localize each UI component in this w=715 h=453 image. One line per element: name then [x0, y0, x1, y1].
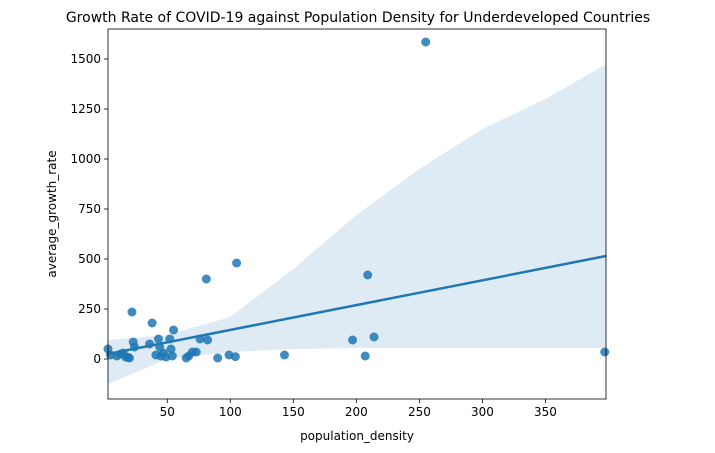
scatter-point — [230, 352, 240, 362]
scatter-point — [232, 258, 242, 268]
scatter-point — [201, 274, 211, 284]
scatter-point — [203, 335, 213, 345]
y-axis-ticks: 0 250 500 750 1000 1250 1500 — [70, 52, 108, 366]
y-tick-label: 1000 — [70, 152, 101, 166]
scatter-point — [363, 270, 373, 280]
scatter-point — [167, 351, 177, 361]
y-tick-label: 500 — [78, 252, 101, 266]
scatter-point — [153, 334, 163, 344]
chart-title: Growth Rate of COVID-19 against Populati… — [66, 10, 650, 26]
scatter-point — [348, 335, 358, 345]
x-tick-label: 350 — [534, 405, 557, 419]
scatter-point — [124, 353, 134, 363]
y-tick-label: 750 — [78, 202, 101, 216]
scatter-point — [166, 344, 176, 354]
scatter-point — [421, 37, 431, 47]
x-tick-label: 300 — [471, 405, 494, 419]
regression-line-layer — [107, 254, 607, 356]
scatter-point — [280, 350, 290, 360]
x-tick-label: 150 — [282, 405, 305, 419]
x-axis-label: population_density — [300, 429, 414, 443]
y-tick-label: 0 — [93, 352, 101, 366]
scatter-point — [145, 339, 155, 349]
confidence-band-layer — [108, 64, 606, 384]
scatter-point — [600, 347, 610, 357]
x-tick-label: 100 — [219, 405, 242, 419]
x-tick-label: 50 — [160, 405, 175, 419]
y-tick-label: 250 — [78, 302, 101, 316]
y-axis-label: average_growth_rate — [45, 150, 59, 277]
scatter-point — [360, 351, 370, 361]
scatter-point — [127, 307, 137, 317]
scatter-points-layer — [103, 37, 610, 363]
x-tick-label: 250 — [408, 405, 431, 419]
scatter-point — [191, 347, 201, 357]
scatter-point — [195, 334, 205, 344]
x-axis-ticks: 50 100 150 200 250 300 350 — [160, 399, 557, 419]
y-tick-label: 1500 — [70, 52, 101, 66]
confidence-band — [108, 64, 606, 384]
scatter-point — [369, 332, 379, 342]
x-tick-label: 200 — [345, 405, 368, 419]
scatter-point — [213, 353, 223, 363]
scatter-point — [147, 318, 157, 328]
regression-line — [107, 254, 607, 356]
scatter-point — [129, 342, 139, 352]
plot-frame — [107, 28, 607, 400]
scatter-point — [165, 334, 175, 344]
scatter-point — [169, 325, 179, 335]
y-tick-label: 1250 — [70, 102, 101, 116]
